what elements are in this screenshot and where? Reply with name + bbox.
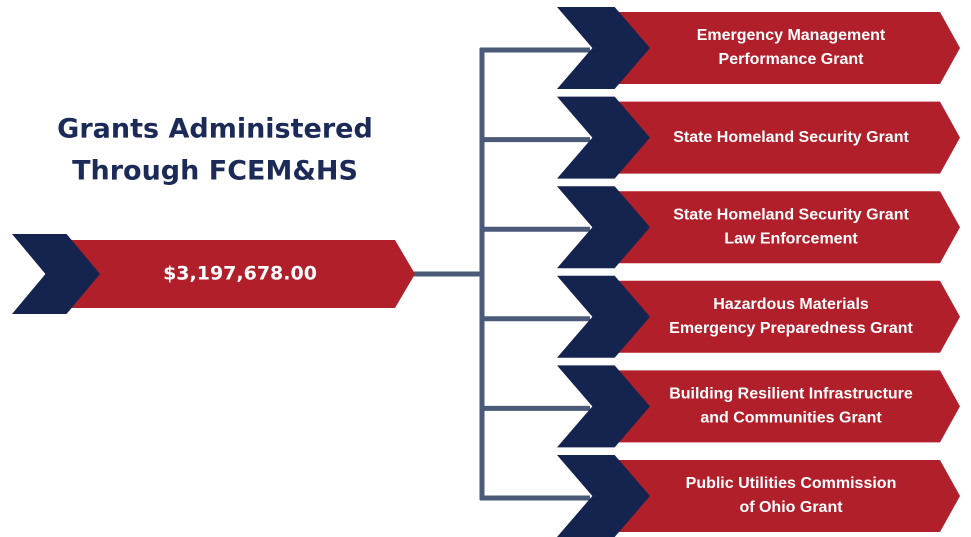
grant-label: State Homeland Security Grant	[673, 206, 909, 223]
grant-label: and Communities Grant	[700, 410, 882, 427]
grant-box	[612, 101, 960, 174]
grant-box	[612, 12, 960, 84]
total-chevron	[12, 234, 100, 314]
grant-label: State Homeland Security Grant	[673, 129, 909, 146]
grant-chevron	[557, 455, 650, 537]
title-line: Through FCEM&HS	[72, 156, 358, 187]
grant-chevron	[557, 96, 650, 179]
grant-chevron	[557, 275, 650, 358]
grant-chevron	[557, 186, 650, 269]
title-line: Grants Administered	[57, 114, 373, 145]
grant-label: Performance Grant	[719, 51, 865, 68]
grant-label: Law Enforcement	[724, 230, 858, 247]
grant-box	[612, 460, 960, 532]
grant-label: Public Utilities Commission	[686, 475, 897, 492]
grant-box	[612, 280, 960, 353]
grant-chevron	[557, 7, 650, 89]
labels: Grants Administered Through FCEM&HS $3,197…	[57, 27, 913, 516]
grant-box	[612, 370, 960, 443]
grant-label: Emergency Management	[697, 27, 886, 44]
total-box	[70, 240, 415, 308]
grant-label: Hazardous Materials	[713, 296, 869, 313]
grant-label: of Ohio Grant	[739, 499, 843, 516]
grant-label: Building Resilient Infrastructure	[669, 386, 913, 403]
shapes	[12, 7, 960, 537]
total-amount: $3,197,678.00	[163, 263, 317, 285]
connectors	[413, 47, 590, 501]
grant-label: Emergency Preparedness Grant	[669, 320, 913, 337]
grant-chevron	[557, 365, 650, 448]
grant-box	[612, 191, 960, 264]
